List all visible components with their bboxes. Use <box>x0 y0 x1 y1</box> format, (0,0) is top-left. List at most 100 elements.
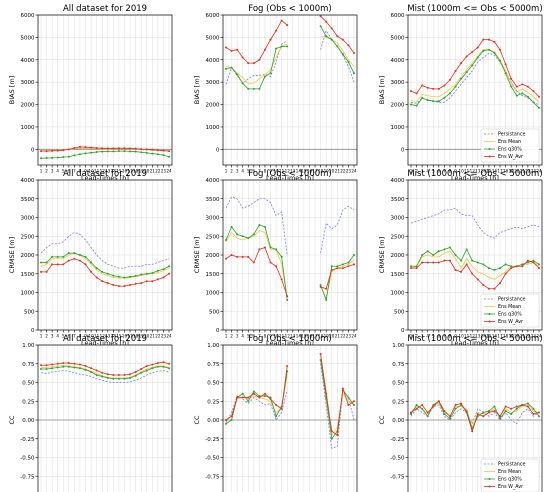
data-point <box>73 146 76 149</box>
data-point <box>156 149 159 152</box>
y-tick-label: 0.25 <box>392 399 405 405</box>
data-point <box>263 75 266 78</box>
data-point <box>106 147 109 150</box>
data-point <box>101 371 104 374</box>
x-tick-label: 4 <box>56 169 59 174</box>
data-point <box>140 282 143 285</box>
y-tick-label: 3000 <box>21 216 35 222</box>
x-tick-label: 14 <box>481 334 487 339</box>
x-tick-label: 3 <box>236 169 239 174</box>
y-tick-label: 4000 <box>391 58 405 64</box>
data-point <box>347 44 350 47</box>
data-point <box>353 52 355 55</box>
data-point <box>504 263 507 266</box>
data-point <box>426 261 429 264</box>
x-tick-label: 20 <box>144 169 150 174</box>
x-tick-label: 18 <box>133 334 139 339</box>
data-point <box>319 25 322 28</box>
data-point <box>62 362 65 364</box>
data-point <box>325 392 328 395</box>
x-tick-label: 7 <box>73 334 76 339</box>
data-point <box>325 20 328 23</box>
data-point <box>168 155 170 158</box>
data-point <box>56 255 59 258</box>
y-tick-label: 2000 <box>391 253 405 259</box>
y-tick-label: 1000 <box>21 125 35 131</box>
y-tick-label: -0.75 <box>205 474 220 480</box>
data-point <box>112 374 115 376</box>
y-tick-label: 0 <box>216 147 220 153</box>
data-point <box>504 272 507 275</box>
x-tick-label: 20 <box>329 334 335 339</box>
data-point <box>526 259 529 262</box>
y-tick-label: 4000 <box>391 178 405 184</box>
x-tick-label: 22 <box>155 169 161 174</box>
data-point <box>168 272 170 275</box>
data-point <box>499 415 502 418</box>
data-point <box>426 415 429 418</box>
x-tick-label: 5 <box>432 169 435 174</box>
legend-label: Persistance <box>498 132 525 138</box>
y-tick-label: 6000 <box>206 13 220 19</box>
chart-title: Fog (Obs < 1000m) <box>248 4 331 14</box>
y-axis-label: CRMSE [m] <box>378 237 386 273</box>
y-tick-label: 1000 <box>391 125 405 131</box>
x-tick-label: 7 <box>443 334 446 339</box>
legend-marker <box>488 478 491 480</box>
x-tick-label: 8 <box>449 334 452 339</box>
data-point <box>499 59 502 62</box>
legend-label: Ens W_Avr <box>498 154 523 160</box>
data-point <box>56 156 59 159</box>
data-point <box>353 254 355 256</box>
data-point <box>510 267 513 270</box>
data-point <box>247 237 250 240</box>
data-point <box>426 411 429 414</box>
data-point <box>51 367 54 370</box>
legend-marker <box>488 155 491 158</box>
data-point <box>78 363 81 366</box>
y-tick-label: 3000 <box>391 80 405 86</box>
data-point <box>426 250 429 253</box>
series-line-persistance <box>40 232 170 269</box>
y-tick-label: 500 <box>209 309 220 315</box>
data-point <box>460 259 463 262</box>
data-point <box>448 246 451 249</box>
data-point <box>247 62 250 65</box>
y-tick-label: 0.75 <box>22 362 35 368</box>
data-point <box>487 411 490 414</box>
data-point <box>123 147 126 150</box>
data-point <box>258 58 261 61</box>
series-line-persistance <box>225 363 355 450</box>
y-axis-label: BIAS [m] <box>8 76 16 104</box>
data-point <box>504 405 507 408</box>
data-point <box>465 248 468 251</box>
data-point <box>347 396 350 399</box>
data-point <box>129 150 132 153</box>
x-tick-label: 2 <box>230 334 233 339</box>
data-point <box>286 295 289 298</box>
data-point <box>341 387 344 390</box>
data-point <box>532 259 535 262</box>
plot-frame <box>37 344 173 492</box>
data-point <box>421 96 424 99</box>
x-tick-label: 22 <box>525 334 531 339</box>
data-point <box>325 287 328 290</box>
x-tick-label: 18 <box>133 169 139 174</box>
x-axis-label: Lead-Times [h] <box>266 174 314 182</box>
data-point <box>230 419 233 421</box>
data-point <box>140 371 143 374</box>
data-point <box>140 273 143 276</box>
plot-frame <box>407 14 543 166</box>
x-tick-label: 24 <box>166 169 172 174</box>
data-point <box>353 263 355 266</box>
x-tick-label: 8 <box>79 334 82 339</box>
data-point <box>106 282 109 285</box>
data-point <box>330 430 333 433</box>
legend-marker <box>488 320 491 323</box>
data-point <box>73 362 76 365</box>
data-point <box>56 263 59 266</box>
series-line-persistance <box>410 207 540 239</box>
data-point <box>51 255 54 258</box>
